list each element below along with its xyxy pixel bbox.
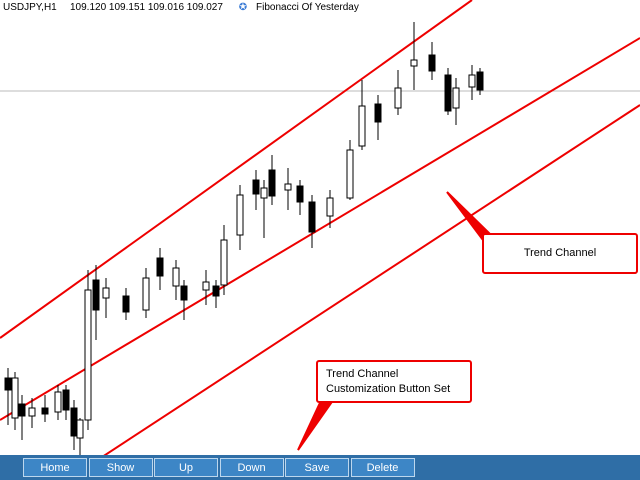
toolbar-button[interactable]: Down: [219, 458, 284, 477]
callout-buttons: Trend Channel Customization Button Set: [316, 360, 472, 403]
toolbar-button[interactable]: Show: [88, 458, 153, 477]
callout-pointers: [297, 191, 493, 451]
callout-text: Trend Channel: [523, 247, 597, 259]
candles: [4, 22, 484, 455]
prices: 109.120 109.151 109.016 109.027: [70, 2, 223, 13]
channel-upper: [0, 0, 473, 339]
indicator: Fibonacci Of Yesterday: [256, 2, 359, 13]
channel-lower: [69, 104, 640, 479]
callout-text: Customization Button Set: [326, 383, 451, 395]
toolbar-button[interactable]: Delete: [350, 458, 415, 477]
symbol: USDJPY,H1: [3, 2, 57, 13]
indicator-icon: ✪: [239, 2, 247, 13]
channel-middle: [0, 37, 640, 421]
toolbar-button[interactable]: Home: [23, 458, 87, 477]
callout-trend-channel: Trend Channel: [482, 233, 638, 274]
callout-text: Trend Channel: [326, 368, 399, 380]
toolbar-button[interactable]: Up: [154, 458, 218, 477]
button-bar: Home Show Up Down Save Delete: [0, 455, 640, 480]
toolbar-button[interactable]: Save: [285, 458, 349, 477]
